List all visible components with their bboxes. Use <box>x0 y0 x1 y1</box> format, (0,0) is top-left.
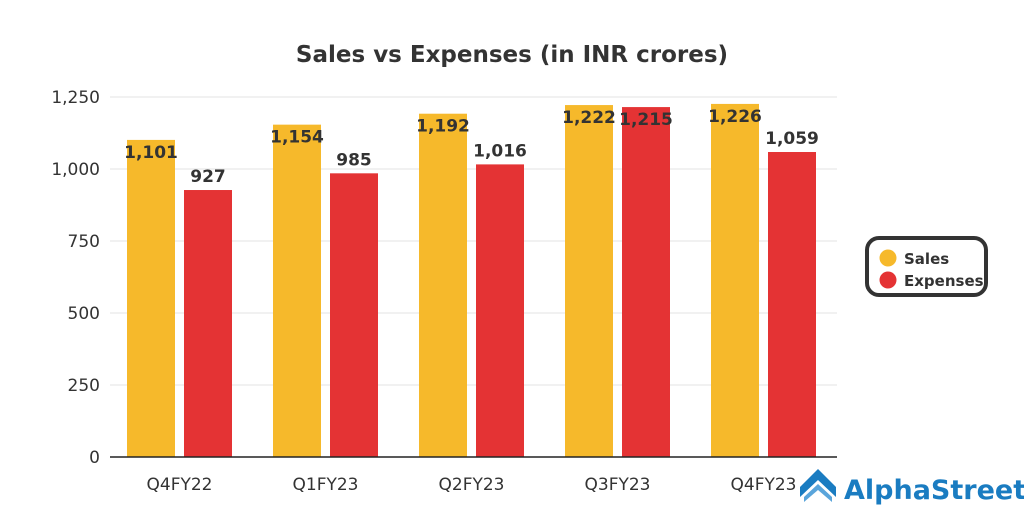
bar-sales <box>419 113 467 457</box>
x-tick-label: Q4FY23 <box>731 475 797 495</box>
data-label: 1,101 <box>124 143 178 163</box>
y-tick-label: 1,250 <box>51 88 100 108</box>
bar-sales <box>711 103 759 458</box>
y-tick-label: 1,000 <box>51 160 100 180</box>
bar-expenses <box>622 107 670 457</box>
data-label: 927 <box>190 167 226 187</box>
legend-label-expenses: Expenses <box>904 272 984 290</box>
bar-sales <box>273 124 321 457</box>
y-tick-label: 750 <box>68 232 100 252</box>
bar-expenses <box>476 164 524 457</box>
data-label: 1,222 <box>562 108 616 128</box>
legend-marker-expenses <box>879 271 897 289</box>
data-label: 1,016 <box>473 141 527 161</box>
x-tick-label: Q1FY23 <box>293 475 359 495</box>
legend: Sales Expenses <box>865 236 988 297</box>
bar-expenses <box>330 173 378 457</box>
x-tick-label: Q3FY23 <box>585 475 651 495</box>
bar-sales <box>565 105 613 458</box>
y-tick-label: 250 <box>68 376 100 396</box>
bar-sales <box>127 139 175 458</box>
data-label: 1,154 <box>270 128 324 148</box>
legend-marker-sales <box>879 249 897 267</box>
y-tick-label: 500 <box>68 304 100 324</box>
data-label: 1,192 <box>416 117 470 137</box>
x-tick-label: Q2FY23 <box>439 475 505 495</box>
chart-title: Sales vs Expenses (in INR crores) <box>296 42 728 68</box>
logo-text: AlphaStreet <box>844 475 1024 506</box>
y-tick-label: 0 <box>89 448 100 468</box>
bar-expenses <box>184 190 232 458</box>
data-label: 1,226 <box>708 107 762 127</box>
x-tick-label: Q4FY22 <box>147 475 213 495</box>
alphastreet-logo: AlphaStreet <box>800 469 1024 506</box>
legend-label-sales: Sales <box>904 250 949 268</box>
data-label: 1,215 <box>619 110 673 130</box>
legend-box <box>865 236 988 297</box>
data-label: 1,059 <box>765 129 819 149</box>
logo-chevron-icon <box>800 469 836 502</box>
bar-expenses <box>768 152 816 457</box>
data-label: 985 <box>336 150 372 170</box>
